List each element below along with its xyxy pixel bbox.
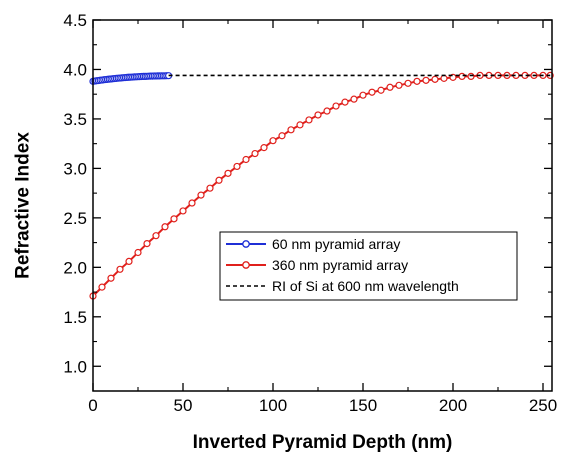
data-point [188,199,196,207]
data-point [431,75,439,83]
data-point [341,98,349,106]
legend-label: 360 nm pyramid array [272,257,408,273]
x-tick-label: 250 [529,396,557,415]
legend-box [219,231,518,301]
x-tick-label: 100 [259,396,287,415]
data-point [242,155,250,164]
data-point [458,72,466,80]
data-point [278,132,286,140]
data-point [161,223,169,231]
data-point [116,265,124,273]
data-point [260,144,268,152]
data-point [350,95,358,103]
ticks-layer [92,19,552,391]
data-point [440,74,448,82]
y-tick-label: 2.5 [63,209,87,228]
data-point [215,176,223,184]
data-point [107,274,115,282]
data-point [467,72,475,80]
data-point [251,149,259,158]
plot-frame [92,19,553,392]
legend-marker [242,240,250,248]
data-point [413,77,421,85]
data-point [143,239,151,248]
data-point [359,91,367,99]
data-point [368,88,376,96]
data-point [134,248,142,257]
legend-entry: 360 nm pyramid array [226,257,408,273]
data-point [422,76,430,84]
data-point [296,121,304,129]
x-tick-label: 50 [174,396,193,415]
y-tick-label: 3.5 [63,110,87,129]
y-tick-label: 4.0 [63,60,87,79]
series-1 [89,71,554,300]
legend-entry: 60 nm pyramid array [226,236,400,252]
data-point [287,126,295,134]
y-tick-label: 4.5 [63,11,87,30]
series-0 [89,72,173,85]
x-tick-label: 0 [88,396,97,415]
data-point [404,79,412,87]
data-point [179,207,187,215]
legend-marker [242,261,250,269]
data-point [377,86,385,94]
legend-entries: 60 nm pyramid array 360 nm pyramid array R… [226,236,459,294]
data-point [125,257,133,265]
data-point [395,81,403,89]
x-axis-title: Inverted Pyramid Depth (nm) [193,432,453,453]
data-point [197,191,205,199]
data-point [98,283,106,291]
x-tick-label: 150 [349,396,377,415]
legend: 60 nm pyramid array 360 nm pyramid array R… [219,231,518,301]
y-axis-title: Refractive Index [13,132,34,279]
legend-entry: RI of Si at 600 nm wavelength [226,278,459,294]
data-point [170,215,178,223]
y-tick-label: 3.0 [63,159,87,178]
data-point [305,116,313,124]
data-point [269,137,277,145]
series-layer [89,71,554,300]
y-tick-label: 2.0 [63,258,87,277]
y-tick-label: 1.0 [63,357,87,376]
tick-labels-layer: 0 50 100 150 200 250 1.0 1.5 2.0 2.5 3.0 3.5 4.0 4.5 [63,11,557,415]
series-line [92,74,551,297]
y-tick-label: 1.5 [63,308,87,327]
legend-label: 60 nm pyramid array [272,236,400,252]
data-point [386,83,394,91]
legend-label: RI of Si at 600 nm wavelength [272,278,459,294]
data-point [233,162,241,171]
data-point [152,232,160,240]
data-point [314,111,322,119]
data-point [332,102,340,110]
data-point [224,169,232,177]
data-point [323,107,331,115]
x-tick-label: 200 [439,396,467,415]
data-point [206,184,214,192]
